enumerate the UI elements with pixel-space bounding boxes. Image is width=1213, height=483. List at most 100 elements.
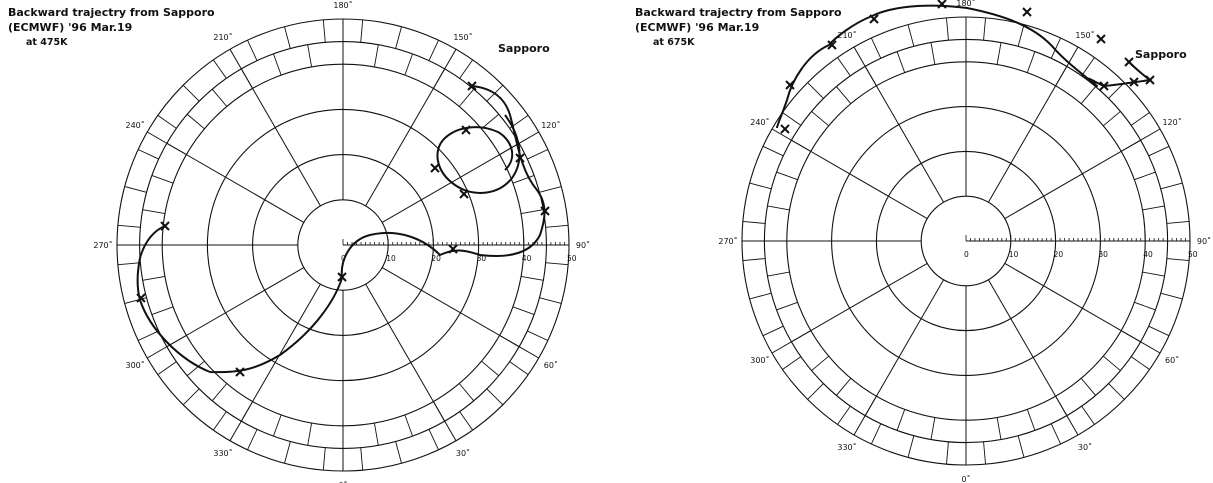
band-divider (322, 19, 326, 43)
band-divider (864, 395, 877, 416)
radial-tick-label: 50 (1188, 250, 1198, 259)
band-divider (762, 325, 784, 337)
band-divider (186, 360, 205, 377)
x-stroke (1124, 57, 1134, 67)
band-divider (807, 383, 824, 400)
band-divider (404, 53, 413, 76)
x-stroke (235, 367, 245, 377)
x-stroke (780, 124, 790, 134)
radial-tick-label: 30 (1098, 250, 1108, 259)
band-divider (307, 422, 313, 446)
x-marker (937, 0, 947, 9)
title-line-2: (ECMWF) '96 Mar.19 (635, 21, 760, 34)
band-divider (983, 17, 986, 41)
band-divider (930, 42, 936, 65)
x-marker (160, 221, 170, 231)
band-divider (782, 356, 802, 370)
meridian-label: 0˚ (961, 474, 970, 483)
band-divider (807, 82, 824, 99)
x-marker (1145, 75, 1155, 85)
band-divider (520, 209, 544, 215)
band-divider (1102, 355, 1121, 371)
meridian-label: 180˚ (333, 0, 352, 10)
band-divider (1160, 292, 1183, 300)
band-divider (273, 53, 282, 76)
band-divider (1055, 395, 1068, 416)
meridian-label: 330˚ (213, 448, 232, 458)
x-marker (869, 14, 879, 24)
band-divider (870, 423, 882, 445)
band-divider (486, 388, 504, 406)
band-divider (1130, 112, 1150, 126)
band-divider (742, 258, 766, 261)
band-divider (186, 113, 205, 130)
band-divider (360, 19, 364, 43)
band-divider (1080, 86, 1096, 105)
radial-tick-label: 20 (431, 254, 441, 263)
band-divider (907, 24, 915, 47)
x-marker (785, 80, 795, 90)
plot-title: Backward trajectry from Sapporo (ECMWF) … (8, 5, 215, 50)
band-divider (512, 175, 535, 184)
band-divider (811, 111, 830, 127)
x-stroke (136, 293, 146, 303)
band-divider (458, 88, 475, 107)
meridian-label: 120˚ (1162, 117, 1181, 127)
band-divider (142, 275, 166, 281)
x-stroke (1096, 34, 1106, 44)
plot-title: Backward trajectry from Sapporo (ECMWF) … (635, 5, 842, 50)
x-stroke (785, 80, 795, 90)
time-markers (136, 81, 550, 377)
band-divider (142, 209, 166, 215)
band-divider (896, 51, 906, 73)
meridian-label: 270˚ (93, 240, 112, 250)
x-marker (1124, 57, 1134, 67)
meridian-label: 150˚ (453, 32, 472, 42)
band-divider (373, 44, 379, 68)
x-stroke (1145, 75, 1155, 85)
radial-tick-label: 30 (477, 254, 487, 263)
title-line-2: (ECMWF) '96 Mar.19 (8, 21, 133, 34)
radial-tick-label: 20 (1054, 250, 1064, 259)
meridian-label: 300˚ (126, 360, 145, 370)
band-divider (896, 409, 906, 431)
band-divider (907, 435, 915, 458)
band-divider (499, 335, 520, 348)
band-divider (1130, 356, 1150, 370)
band-divider (166, 142, 187, 155)
band-divider (1166, 221, 1190, 224)
x-stroke (1022, 7, 1032, 17)
trajectory-loop (436, 114, 521, 194)
meridian-label: 270˚ (718, 236, 737, 246)
band-divider (837, 405, 851, 425)
band-divider (481, 113, 500, 130)
band-divider (211, 88, 228, 107)
band-divider (1142, 205, 1165, 211)
band-divider (240, 68, 253, 89)
meridian-label: 120˚ (541, 120, 560, 130)
band-divider (124, 186, 147, 193)
band-divider (307, 44, 313, 68)
band-divider (157, 115, 177, 129)
trajectory-line (136, 85, 546, 374)
band-divider (1142, 271, 1165, 277)
x-stroke (827, 40, 837, 50)
band-divider (1080, 377, 1096, 396)
band-divider (1134, 171, 1156, 181)
title-line-1: Backward trajectry from Sapporo (8, 6, 215, 19)
band-divider (1026, 51, 1036, 73)
band-divider (433, 401, 446, 422)
band-divider (1081, 405, 1095, 425)
band-divider (459, 411, 473, 431)
band-divider (996, 417, 1002, 440)
trajectory-plot-675k: 0 10 20 30 40 50 0˚ 30˚ 60˚ 90˚ 120˚ 150˚ 180˚ 210˚ 24… (607, 0, 1213, 483)
x-marker (827, 40, 837, 50)
radial-tick-label: 10 (1009, 250, 1019, 259)
band-divider (404, 414, 413, 437)
band-divider (1081, 57, 1095, 77)
radial-tick-label: 10 (386, 254, 396, 263)
meridian-label: 60˚ (544, 360, 558, 370)
